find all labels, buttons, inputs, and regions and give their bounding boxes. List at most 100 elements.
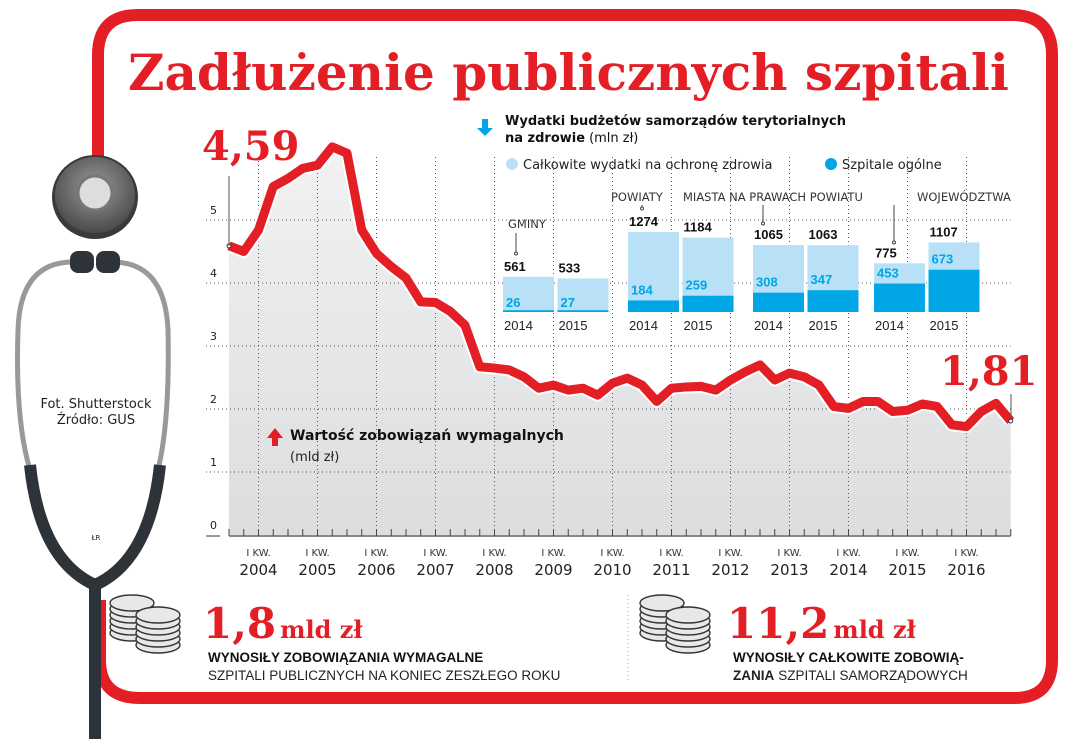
bar-total — [628, 231, 679, 312]
coin — [109, 594, 155, 612]
bar-year-label: 2014 — [875, 318, 904, 333]
fact-2-value: 11,2 mld zł — [727, 599, 917, 648]
stethoscope-icon — [15, 251, 171, 739]
x-tick-prefix: I KW. — [954, 548, 978, 559]
x-tick-prefix: I KW. — [718, 548, 742, 559]
y-tick-label: 0 — [210, 519, 217, 532]
x-tick-prefix: I KW. — [246, 548, 270, 559]
bar-hospitals-label: 26 — [506, 295, 520, 310]
y-tick-label: 4 — [210, 267, 217, 280]
arrow-up-icon — [267, 428, 283, 446]
bar-hospitals — [628, 300, 679, 312]
frame-border — [92, 9, 1058, 704]
bar-year-label: 2015 — [684, 318, 713, 333]
x-tick-prefix: I KW. — [600, 548, 624, 559]
x-tick-label: 2008 — [475, 561, 513, 579]
y-tick-label: 3 — [210, 330, 217, 343]
page-title: Zadłużenie publicznych szpitali — [128, 43, 1009, 102]
fact-2-text: ZANIA SZPITALI SAMORZĄDOWYCH — [733, 668, 968, 683]
line-chart-unit: (mld zł) — [290, 450, 339, 465]
coin — [135, 606, 181, 624]
bar-total — [557, 278, 609, 312]
source-credit: Źródło: GUS — [57, 412, 135, 428]
bar-hospitals — [807, 290, 859, 312]
line-chart: 0 1 2 3 4 5 I KW. 2004 I KW. 2005 I KW. 2006 I KW. 20… — [206, 140, 1016, 579]
x-tick-prefix: I KW. — [364, 548, 388, 559]
photo-credit: Fot. Shutterstock — [40, 397, 152, 412]
stethoscope-chestpiece-icon — [52, 155, 138, 239]
arrow-down-icon — [477, 119, 493, 136]
group-label: GMINY — [508, 217, 547, 231]
bar-year-label: 2015 — [559, 318, 588, 333]
legend-swatch-total — [506, 158, 518, 170]
bar-year-label: 2014 — [629, 318, 658, 333]
x-tick-label: 2006 — [357, 561, 395, 579]
bar-hospitals — [682, 295, 734, 312]
group-leader-dot — [761, 221, 765, 226]
x-tick-label: 2015 — [888, 561, 926, 579]
bar-hospitals-label: 453 — [877, 266, 899, 281]
coin — [639, 594, 685, 612]
x-tick-label: 2014 — [829, 561, 867, 579]
group-label: WOJEWÓDZTWA — [917, 189, 1011, 204]
coin — [665, 606, 711, 624]
x-tick-prefix: I KW. — [541, 548, 565, 559]
start-value-label: 4,59 — [202, 123, 299, 170]
bar-total-label: 533 — [559, 261, 581, 276]
fact-1-value: 1,8 mld zł — [203, 599, 363, 648]
group-label: MIASTA NA PRAWACH POWIATU — [683, 190, 863, 204]
author-initials: ŁR — [91, 534, 101, 542]
end-value-label: 1,81 — [940, 348, 1037, 395]
x-tick-prefix: I KW. — [423, 548, 447, 559]
fact-1-bold: WYNOSIŁY ZOBOWIĄZANIA WYMAGALNE — [208, 650, 483, 665]
y-tick-label: 1 — [210, 456, 217, 469]
line-chart-title: Wartość zobowiązań wymagalnych — [290, 428, 564, 444]
bar-hospitals — [928, 269, 980, 312]
y-tick-label: 2 — [210, 393, 217, 406]
bar-total-label: 1184 — [684, 220, 713, 235]
legend-swatch-hospitals — [825, 158, 837, 170]
bar-hospitals-label: 347 — [811, 272, 833, 287]
bar-hospitals — [874, 283, 925, 312]
y-tick-label: 5 — [210, 204, 217, 217]
bar-chart-title-line2: na zdrowie (mln zł) — [505, 131, 638, 146]
bar-hospitals — [753, 292, 804, 312]
bar-hospitals-label: 259 — [686, 278, 708, 293]
x-tick-prefix: I KW. — [305, 548, 329, 559]
bar-total — [503, 276, 554, 312]
x-tick-prefix: I KW. — [659, 548, 683, 559]
bar-hospitals — [557, 310, 609, 312]
series-line — [227, 142, 1015, 432]
bar-hospitals-label: 184 — [631, 282, 653, 297]
x-tick-prefix: I KW. — [895, 548, 919, 559]
area-fill — [229, 146, 1011, 536]
bar-total-label: 561 — [504, 259, 526, 274]
x-tick-label: 2004 — [239, 561, 277, 579]
fact-1: 1,8 mld zł WYNOSIŁY ZOBOWIĄZANIA WYMAGALN… — [109, 594, 560, 683]
bar-chart: GMINY 561 26 2014 533 27 2015 POWIATY 1274 184 201… — [503, 189, 1011, 333]
bar-total-label: 1065 — [754, 227, 783, 242]
x-tick-prefix: I KW. — [836, 548, 860, 559]
bar-hospitals — [503, 310, 554, 312]
x-tick-prefix: I KW. — [777, 548, 801, 559]
group-label: POWIATY — [611, 190, 664, 204]
fact-2: 11,2 mld zł WYNOSIŁY CAŁKOWITE ZOBOWIĄ- Z… — [639, 594, 968, 683]
legend-label-hospitals: Szpitale ogólne — [842, 158, 942, 173]
bar-hospitals-label: 673 — [932, 252, 954, 267]
bar-hospitals-label: 308 — [756, 275, 778, 290]
group-leader-dot — [640, 206, 644, 211]
fact-2-bold: WYNOSIŁY CAŁKOWITE ZOBOWIĄ- — [733, 650, 964, 665]
bar-year-label: 2014 — [504, 318, 533, 333]
x-tick-label: 2005 — [298, 561, 336, 579]
coins-icon — [639, 594, 711, 654]
bar-chart-title-line1: Wydatki budżetów samorządów terytorialny… — [505, 114, 846, 129]
bar-year-label: 2015 — [930, 318, 959, 333]
bar-year-label: 2014 — [754, 318, 783, 333]
legend-label-total: Całkowite wydatki na ochronę zdrowia — [523, 158, 773, 173]
bar-total-label: 1063 — [809, 227, 838, 242]
bar-hospitals-label: 27 — [561, 295, 575, 310]
x-tick-label: 2011 — [652, 561, 690, 579]
x-tick-label: 2016 — [947, 561, 985, 579]
x-tick-prefix: I KW. — [482, 548, 506, 559]
